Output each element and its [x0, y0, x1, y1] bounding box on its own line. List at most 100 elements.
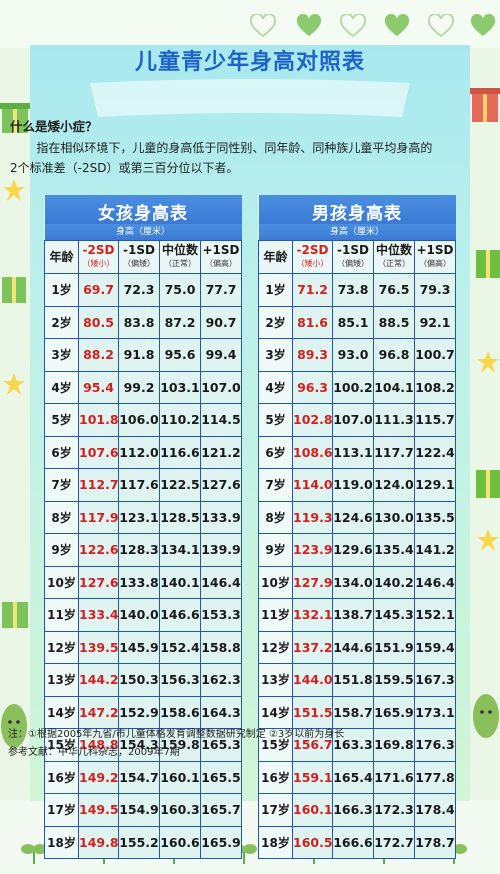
plus1sd-cell: 115.7 [414, 403, 456, 437]
minus1sd-cell: 129.6 [332, 533, 374, 567]
minus2sd-cell: 156.7 [292, 728, 333, 762]
table-row: 5岁 101.8 106.0 110.2 114.5 [44, 403, 242, 437]
minus2sd-cell: 133.4 [78, 598, 119, 632]
minus1sd-cell: 151.8 [332, 663, 374, 697]
footnotes: 注：①根据2005年九省/市儿童体格发育调整数据研究制定 ②3岁以前为身长 参考… [8, 726, 438, 762]
minus1sd-cell: 119.0 [332, 468, 374, 502]
minus1sd-cell: 144.6 [332, 630, 374, 664]
table-row: 12岁 139.5 145.9 152.4 158.8 [44, 630, 242, 664]
table-row: 7岁 112.7 117.6 122.5 127.6 [44, 468, 242, 502]
median-cell: 172.3 [373, 793, 415, 827]
gift-box-icon [476, 250, 500, 278]
table-row: 18岁 149.8 155.2 160.6 165.9 [44, 825, 242, 859]
plus1sd-cell: 107.0 [200, 370, 242, 404]
minus1sd-cell: 134.0 [332, 565, 374, 599]
plus1sd-cell: 135.5 [414, 500, 456, 534]
median-cell: 87.2 [159, 305, 201, 339]
minus2sd-cell: 151.5 [292, 695, 333, 729]
age-cell: 2岁 [258, 305, 293, 339]
minus2sd-cell: 88.2 [78, 338, 119, 372]
minus1sd-cell: 133.8 [118, 565, 160, 599]
age-cell: 6岁 [258, 435, 293, 469]
minus1sd-cell: 72.3 [118, 273, 160, 307]
median-cell: 128.5 [159, 500, 201, 534]
median-cell: 160.6 [159, 825, 201, 859]
age-cell: 12岁 [258, 630, 293, 664]
median-cell: 111.3 [373, 403, 415, 437]
minus1sd-cell: 150.3 [118, 663, 160, 697]
plus1sd-cell: 178.4 [414, 793, 456, 827]
column-header-age: 年龄 [44, 240, 79, 274]
title-banner [90, 79, 410, 117]
minus1sd-cell: 155.2 [118, 825, 160, 859]
median-cell: 152.4 [159, 630, 201, 664]
plus1sd-cell: 146.4 [200, 565, 242, 599]
table-row: 15岁 148.8 154.3 159.8 165.3 [44, 728, 242, 762]
age-cell: 8岁 [44, 500, 79, 534]
median-cell: 146.6 [159, 598, 201, 632]
minus1sd-cell: 93.0 [332, 338, 374, 372]
plus1sd-cell: 121.2 [200, 435, 242, 469]
plus1sd-cell: 159.4 [414, 630, 456, 664]
minus1sd-cell: 165.4 [332, 760, 374, 794]
plus1sd-cell: 165.5 [200, 760, 242, 794]
minus2sd-cell: 112.7 [78, 468, 119, 502]
table-row: 7岁 114.0 119.0 124.0 129.1 [258, 468, 456, 502]
age-cell: 13岁 [44, 663, 79, 697]
age-cell: 9岁 [44, 533, 79, 567]
plus1sd-cell: 158.8 [200, 630, 242, 664]
page-title: 儿童青少年身高对照表 [134, 50, 365, 75]
median-cell: 159.5 [373, 663, 415, 697]
median-cell: 103.1 [159, 370, 201, 404]
minus1sd-cell: 113.1 [332, 435, 374, 469]
median-cell: 95.6 [159, 338, 201, 372]
reference-text: 参考文献：中华儿科杂志，2009年7期 [8, 747, 180, 758]
age-cell: 12岁 [44, 630, 79, 664]
minus1sd-cell: 138.7 [332, 598, 374, 632]
minus1sd-cell: 106.0 [118, 403, 160, 437]
median-cell: 165.9 [373, 695, 415, 729]
minus2sd-cell: 132.1 [292, 598, 333, 632]
median-cell: 135.4 [373, 533, 415, 567]
minus2sd-cell: 149.2 [78, 760, 119, 794]
plus1sd-cell: 153.3 [200, 598, 242, 632]
column-header-minus2sd: -2SD （矮小） [78, 240, 119, 274]
gift-box-icon [0, 103, 30, 133]
median-cell: 104.1 [373, 370, 415, 404]
minus2sd-cell: 144.2 [78, 663, 119, 697]
heart-icon [470, 14, 496, 38]
minus2sd-cell: 144.0 [292, 663, 333, 697]
minus1sd-cell: 166.3 [332, 793, 374, 827]
smiling-bean-icon [1, 704, 27, 748]
table-row: 3岁 89.3 93.0 96.8 100.7 [258, 338, 456, 372]
age-cell: 11岁 [44, 598, 79, 632]
minus1sd-cell: 128.3 [118, 533, 160, 567]
boys-table-unit: 身高（厘米） [258, 224, 456, 241]
minus2sd-cell: 159.1 [292, 760, 333, 794]
smiling-bean-icon [473, 694, 499, 738]
plus1sd-cell: 133.9 [200, 500, 242, 534]
girls-column-headers: 年龄 -2SD （矮小） -1SD （偏矮） 中位数 （正常） +1SD （偏高） [44, 240, 242, 274]
minus1sd-cell: 154.7 [118, 760, 160, 794]
median-cell: 160.1 [159, 760, 201, 794]
table-row: 2岁 81.6 85.1 88.5 92.1 [258, 305, 456, 339]
table-row: 13岁 144.2 150.3 156.3 162.3 [44, 663, 242, 697]
median-cell: 116.6 [159, 435, 201, 469]
minus2sd-cell: 160.1 [292, 793, 333, 827]
age-cell: 4岁 [44, 370, 79, 404]
leaf-sprout-icon [20, 840, 48, 864]
column-header-age: 年龄 [258, 240, 293, 274]
column-header-minus2sd: -2SD （矮小） [292, 240, 333, 274]
minus2sd-cell: 127.6 [78, 565, 119, 599]
table-row: 10岁 127.9 134.0 140.2 146.4 [258, 565, 456, 599]
plus1sd-cell: 122.4 [414, 435, 456, 469]
minus1sd-cell: 107.0 [332, 403, 374, 437]
table-row: 13岁 144.0 151.8 159.5 167.3 [258, 663, 456, 697]
age-cell: 5岁 [258, 403, 293, 437]
table-row: 8岁 117.9 123.1 128.5 133.9 [44, 500, 242, 534]
minus2sd-cell: 139.5 [78, 630, 119, 664]
age-cell: 9岁 [258, 533, 293, 567]
table-row: 16岁 149.2 154.7 160.1 165.5 [44, 760, 242, 794]
median-cell: 76.5 [373, 273, 415, 307]
minus1sd-cell: 117.6 [118, 468, 160, 502]
